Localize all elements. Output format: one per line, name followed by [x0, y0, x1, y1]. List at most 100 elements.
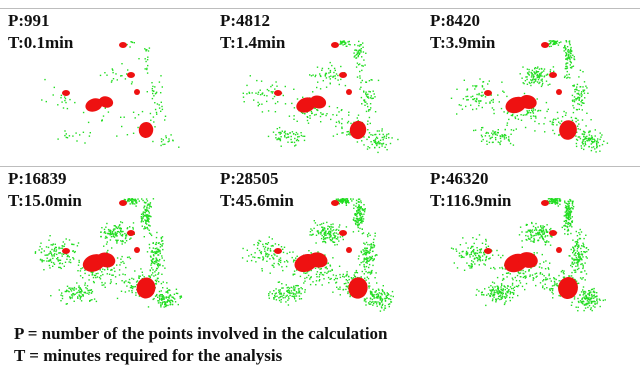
point-mark [382, 139, 384, 141]
point-mark [162, 295, 164, 297]
point-mark [57, 257, 59, 259]
point-mark [543, 288, 546, 290]
point-mark [106, 241, 108, 243]
point-mark [340, 65, 342, 68]
point-mark [319, 74, 322, 77]
point-mark [541, 236, 544, 238]
point-mark [571, 261, 573, 263]
point-mark [278, 297, 280, 299]
point-mark [69, 297, 72, 300]
point-mark [381, 301, 383, 303]
point-mark [132, 200, 134, 203]
point-mark [552, 293, 554, 295]
point-mark [530, 79, 532, 81]
point-mark [353, 207, 355, 209]
point-mark [588, 304, 591, 307]
point-mark [124, 199, 127, 201]
point-mark [577, 241, 579, 244]
point-mark [537, 75, 539, 77]
point-mark [491, 293, 493, 295]
point-mark [501, 135, 503, 137]
point-mark [594, 129, 596, 131]
point-mark [297, 288, 300, 290]
point-mark [161, 86, 163, 88]
point-mark [374, 301, 376, 303]
point-mark [369, 273, 372, 275]
point-mark [274, 293, 276, 295]
point-mark [599, 305, 601, 308]
point-mark [503, 135, 505, 137]
point-mark [354, 220, 356, 222]
point-mark [369, 103, 372, 105]
point-mark [131, 287, 134, 290]
point-mark [527, 235, 529, 237]
point-mark [242, 92, 244, 94]
point-mark [348, 114, 350, 116]
point-mark [378, 143, 380, 145]
point-mark [510, 114, 513, 117]
point-mark [161, 244, 163, 246]
point-mark [569, 255, 571, 257]
point-mark [105, 232, 107, 234]
point-mark [364, 243, 366, 245]
point-mark [593, 290, 595, 292]
point-mark [144, 58, 146, 60]
point-mark [540, 79, 542, 81]
point-mark [355, 223, 357, 226]
point-mark [151, 267, 153, 269]
point-mark [510, 133, 512, 135]
point-cloud-plot-6 [450, 198, 606, 312]
point-mark [338, 120, 340, 122]
point-mark [91, 290, 94, 293]
point-mark [591, 137, 593, 139]
point-mark [577, 119, 579, 121]
point-mark [113, 225, 115, 227]
point-mark [543, 232, 546, 234]
point-mark [145, 221, 147, 223]
point-mark [570, 210, 572, 212]
point-mark [104, 286, 106, 288]
point-mark [335, 73, 338, 75]
point-mark [472, 245, 474, 248]
point-mark [79, 275, 82, 277]
point-mark [345, 226, 348, 228]
point-mark [322, 113, 324, 115]
point-mark [362, 220, 364, 222]
point-mark [370, 244, 373, 246]
point-mark [568, 53, 570, 55]
point-mark [596, 292, 598, 294]
point-mark [495, 138, 497, 141]
point-mark [303, 282, 305, 284]
red-cluster [138, 122, 154, 138]
point-mark [485, 132, 487, 134]
point-mark [368, 302, 370, 304]
point-mark [115, 235, 117, 237]
point-mark [356, 217, 358, 220]
point-mark [336, 243, 338, 246]
point-mark [288, 292, 290, 294]
point-mark [548, 201, 551, 203]
point-mark [131, 198, 133, 201]
point-mark [493, 294, 495, 296]
point-mark [269, 272, 271, 274]
point-mark [500, 107, 503, 110]
point-mark [99, 74, 102, 77]
point-mark [136, 284, 138, 286]
point-mark [515, 128, 517, 130]
point-mark [359, 212, 361, 215]
point-mark [575, 117, 578, 120]
point-mark [361, 222, 363, 224]
point-mark [58, 289, 60, 291]
point-mark [584, 143, 587, 146]
point-mark [591, 309, 593, 312]
point-mark [469, 254, 471, 256]
point-mark [93, 274, 96, 277]
point-mark [129, 257, 132, 260]
point-mark [588, 145, 590, 148]
point-mark [88, 291, 90, 294]
point-mark [359, 210, 361, 213]
point-mark [381, 304, 383, 306]
point-mark [144, 226, 146, 228]
point-mark [355, 205, 357, 207]
point-mark [326, 232, 329, 235]
